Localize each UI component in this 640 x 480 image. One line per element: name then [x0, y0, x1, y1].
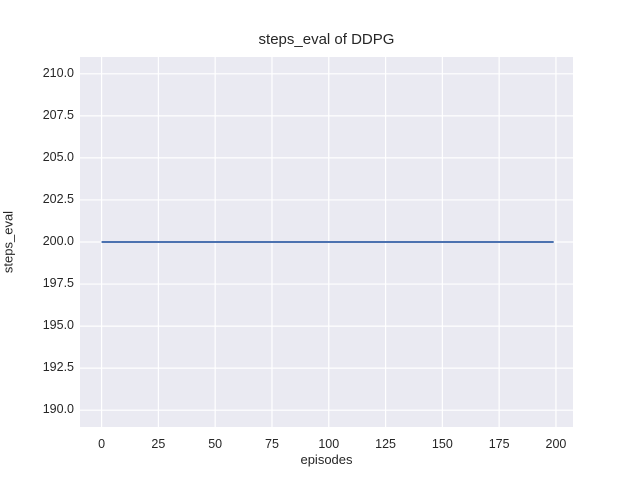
y-tick-label: 192.5 [42, 360, 74, 375]
x-tick-label: 175 [488, 437, 510, 451]
y-axis-label: steps_eval [0, 210, 16, 274]
y-tick-label: 207.5 [42, 107, 74, 122]
plot-canvas [80, 57, 573, 427]
x-tick-label: 25 [151, 437, 166, 451]
x-axis-label: episodes [300, 452, 353, 467]
x-tick-label: 125 [375, 437, 396, 451]
y-tick-label: 200.0 [42, 234, 74, 248]
y-tick-label: 205.0 [42, 149, 74, 164]
chart-title: steps_eval of DDPG [258, 31, 395, 48]
y-tick-label: 202.5 [42, 191, 74, 206]
x-tick-label: 50 [208, 437, 223, 451]
y-tick-label: 195.0 [42, 318, 74, 333]
x-tick-label: 0 [98, 437, 106, 451]
y-tick-label: 210.0 [42, 65, 74, 80]
plot-area [80, 57, 573, 427]
x-tick-label: 150 [431, 437, 453, 451]
y-tick-label: 197.5 [42, 276, 74, 291]
x-tick-label: 200 [545, 437, 567, 451]
y-tick-label: 190.0 [42, 402, 74, 417]
x-tick-label: 100 [318, 437, 340, 451]
x-tick-label: 75 [265, 437, 279, 451]
